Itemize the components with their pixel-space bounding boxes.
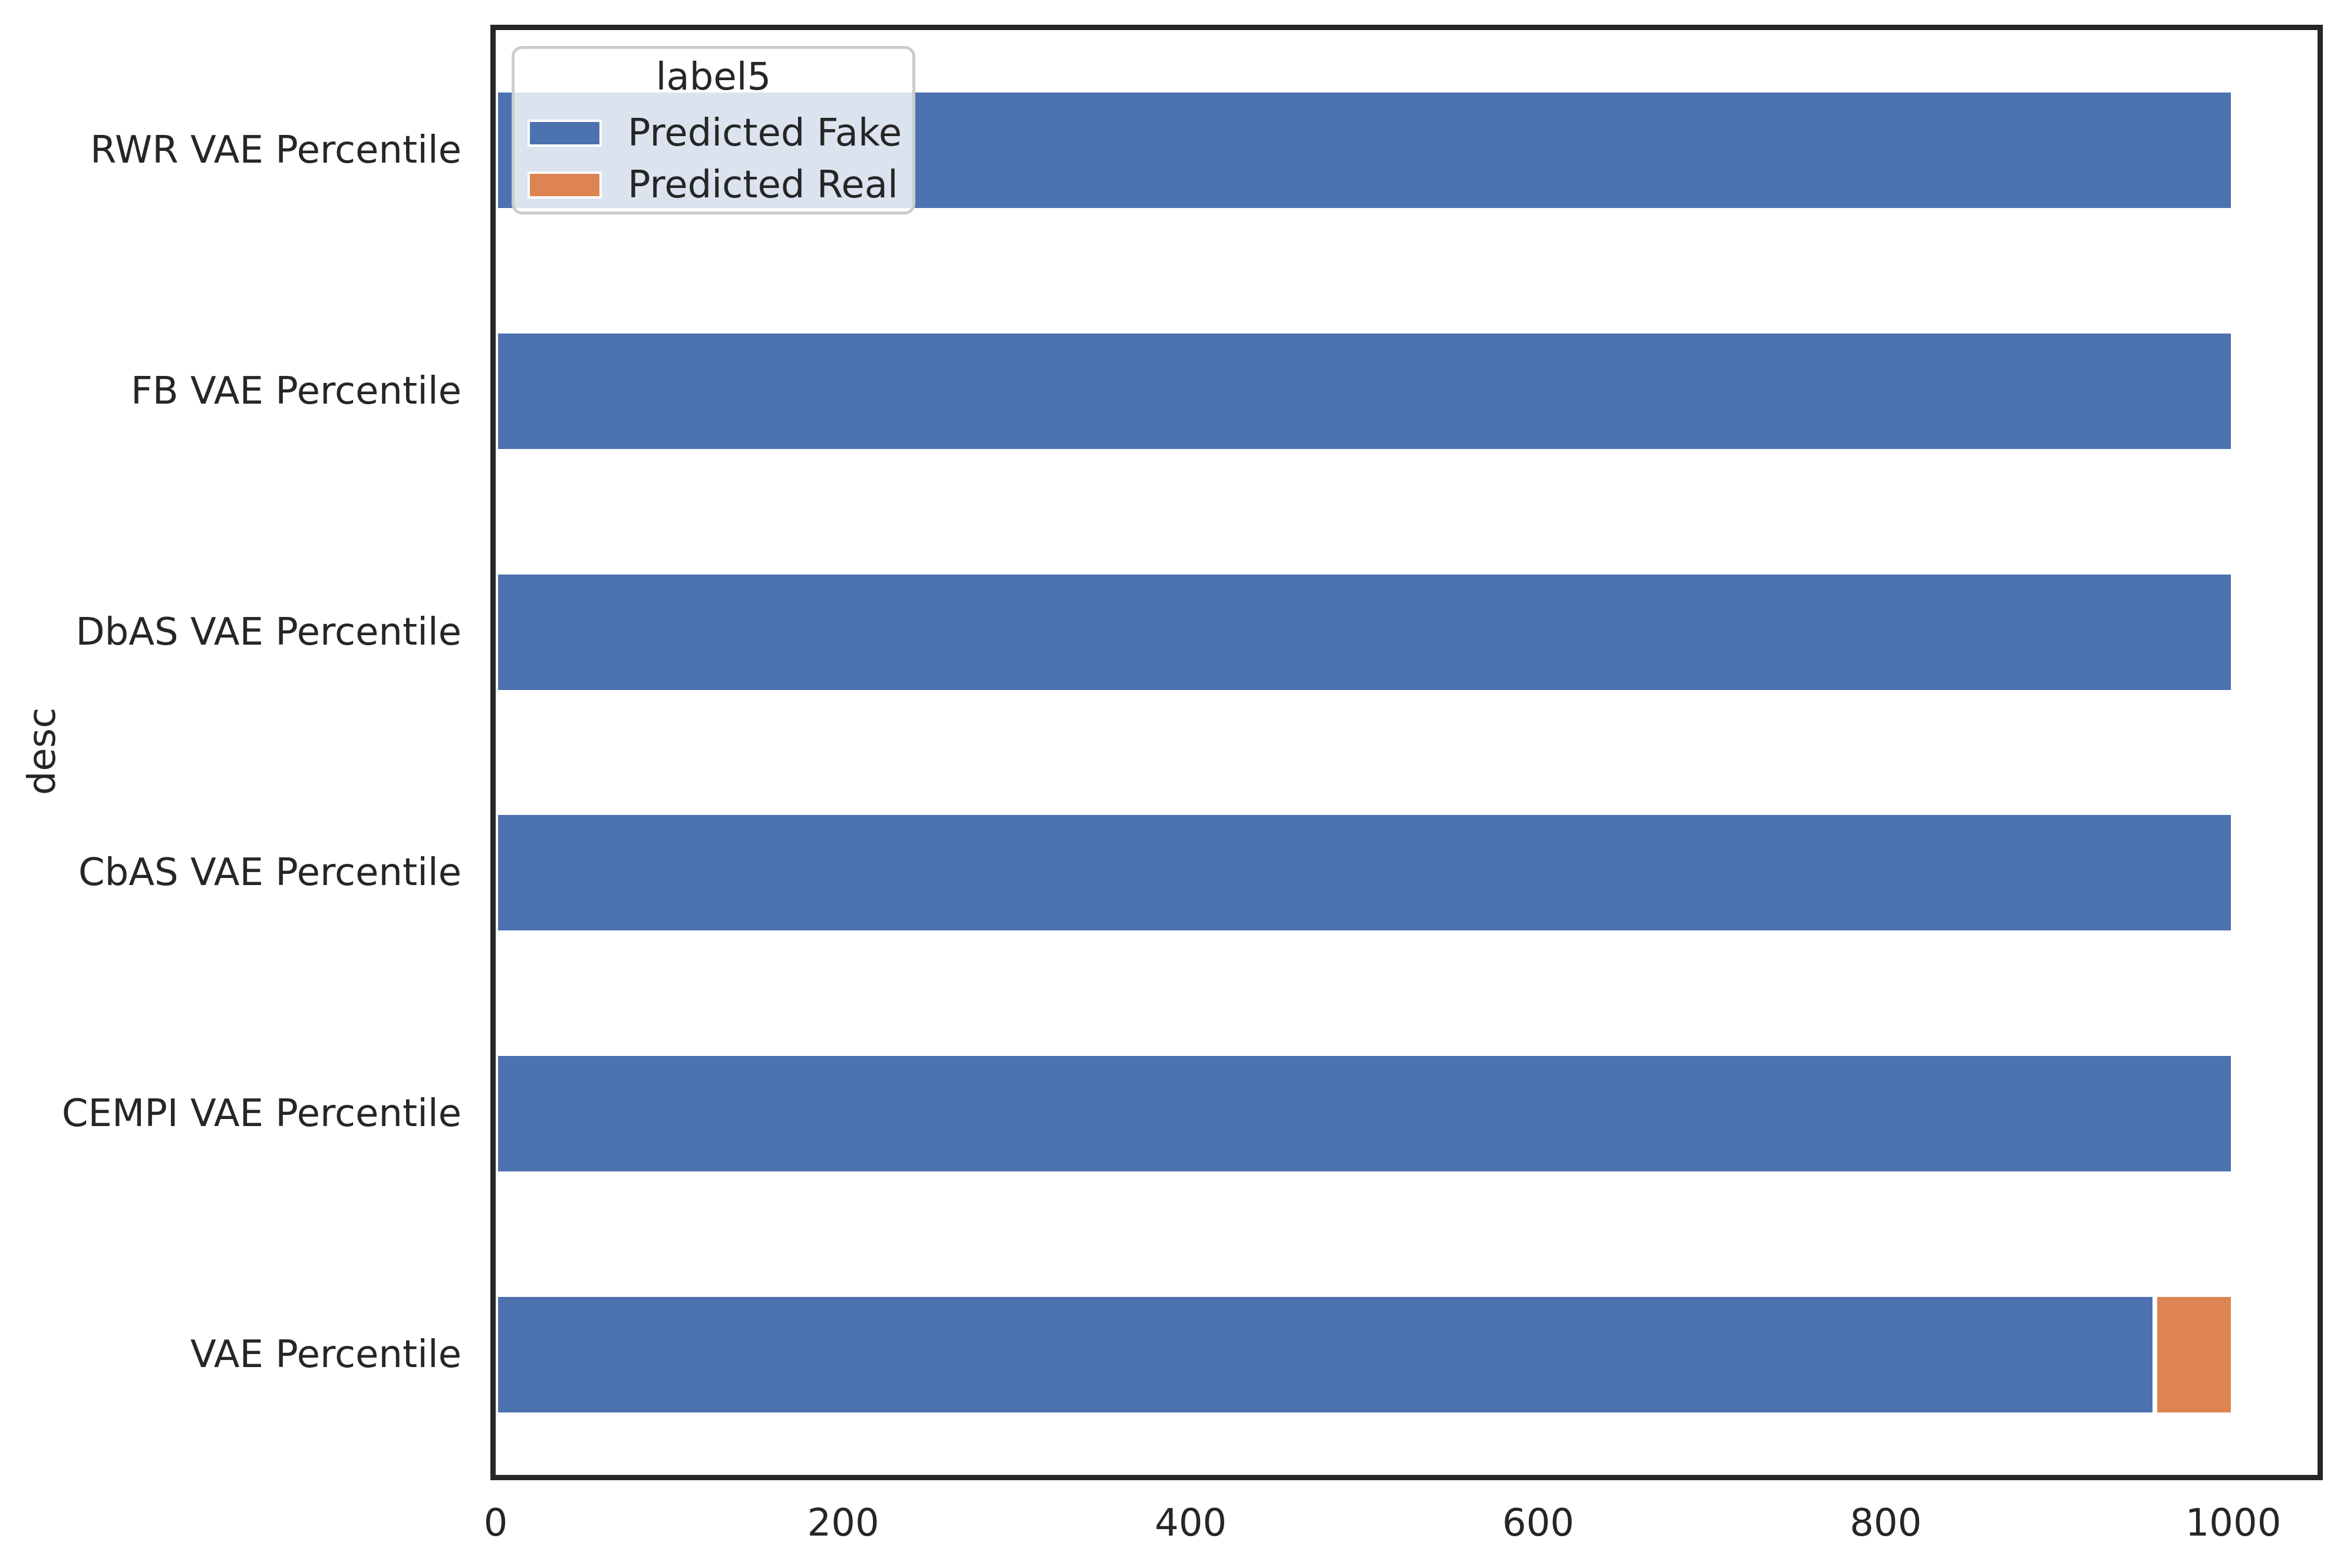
y-tick-label: VAE Percentile — [190, 1332, 462, 1376]
plot-area — [490, 25, 2323, 1480]
y-axis-label: desc — [21, 707, 64, 795]
legend-label: Predicted Fake — [628, 111, 902, 155]
legend-swatch-predicted-real — [528, 171, 602, 199]
x-tick-label: 600 — [1502, 1501, 1574, 1545]
legend-swatch-predicted-fake — [528, 120, 602, 147]
bar-row — [496, 572, 2233, 692]
bar-segment-predicted-fake — [496, 813, 2233, 933]
x-tick-label: 200 — [807, 1501, 879, 1545]
y-tick-label: CbAS VAE Percentile — [78, 851, 462, 895]
bar-row — [496, 1294, 2233, 1415]
bar-segment-predicted-fake — [496, 1294, 2155, 1415]
bar-row — [496, 331, 2233, 451]
bar-segment-predicted-fake — [496, 572, 2233, 692]
legend-item-predicted-fake: Predicted Fake — [528, 111, 902, 155]
y-tick-label: RWR VAE Percentile — [90, 128, 462, 173]
x-tick-label: 0 — [483, 1501, 508, 1545]
x-tick-label: 1000 — [2185, 1501, 2282, 1545]
y-tick-label: FB VAE Percentile — [130, 369, 462, 413]
y-tick-label: DbAS VAE Percentile — [75, 610, 462, 654]
legend-title: label5 — [655, 55, 772, 99]
x-tick-label: 800 — [1850, 1501, 1922, 1545]
bar-row — [496, 813, 2233, 933]
bar-row — [496, 1054, 2233, 1174]
legend: label5 Predicted Fake Predicted Real — [512, 46, 915, 214]
bar-segment-predicted-fake — [496, 331, 2233, 451]
bars-layer — [496, 30, 2318, 1475]
legend-item-predicted-real: Predicted Real — [528, 163, 898, 207]
y-tick-label: CEMPI VAE Percentile — [61, 1092, 462, 1135]
legend-label: Predicted Real — [628, 163, 898, 207]
bar-segment-predicted-real — [2155, 1294, 2233, 1415]
bar-segment-predicted-fake — [496, 1054, 2233, 1174]
x-tick-label: 400 — [1155, 1501, 1227, 1545]
